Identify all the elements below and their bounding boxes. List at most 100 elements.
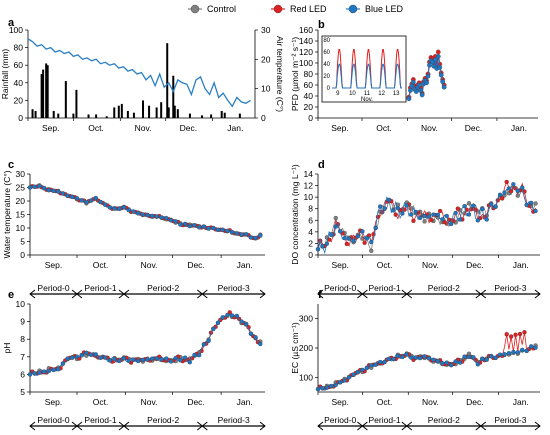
series-point	[173, 355, 178, 361]
series-point	[382, 206, 387, 211]
y-tick-label: 12	[304, 181, 314, 191]
series-point	[449, 221, 454, 227]
series-point	[393, 212, 398, 217]
pfd-point	[437, 65, 443, 70]
month-label: Nov.	[135, 123, 152, 133]
y-tick-label: 300	[299, 314, 313, 324]
series-point	[435, 212, 441, 218]
pfd-point	[441, 84, 447, 90]
period-label: Period-1	[369, 415, 401, 425]
series-point	[211, 225, 216, 231]
series-point	[429, 217, 434, 223]
series-point	[88, 198, 94, 203]
rain-bar	[75, 89, 78, 118]
series-point	[229, 229, 235, 235]
series-point	[74, 196, 80, 201]
series-point	[324, 241, 330, 246]
series-point	[65, 356, 70, 361]
series-point	[475, 218, 480, 223]
inset-x-tick-label: 11	[364, 91, 371, 97]
period-label: Period-0	[324, 283, 356, 293]
pfd-point	[440, 79, 446, 85]
series-point	[131, 357, 136, 362]
y-axis-label: Water temperature (C°)	[2, 170, 12, 258]
series-point	[197, 353, 202, 358]
y-tick-label: 6	[20, 369, 25, 379]
series-point	[121, 356, 127, 361]
period-label: Period-3	[494, 415, 526, 425]
y-tick-label: 15	[16, 210, 26, 220]
series-point	[192, 352, 197, 358]
y2-tick-label: 0	[261, 113, 266, 123]
rain-bar	[172, 75, 175, 118]
month-label: Dec.	[466, 260, 483, 270]
series-point	[484, 357, 489, 362]
y-tick-label: 40	[14, 78, 24, 88]
series-point	[201, 342, 207, 347]
series-point	[462, 203, 467, 209]
month-label: Nov.	[422, 260, 439, 270]
series-point	[355, 370, 361, 375]
air-temperature-line	[27, 38, 251, 108]
series-point	[453, 359, 458, 364]
month-label: Dec.	[465, 123, 482, 133]
series-point	[244, 321, 249, 327]
series-point	[154, 214, 160, 219]
series-point	[489, 202, 494, 207]
series-point	[533, 201, 538, 206]
series-point	[173, 219, 178, 224]
series-point	[103, 202, 108, 207]
series-point	[197, 225, 202, 230]
series-point	[93, 352, 98, 357]
series-point	[386, 197, 392, 203]
y-tick-label: 8	[20, 334, 25, 344]
series-point	[41, 185, 47, 191]
panel-e: e 5 6 7 8 9 10 Sep. Oct. Nov. Dec. Jan. pH	[2, 289, 265, 407]
series-point	[103, 355, 108, 360]
period-label: Period-2	[147, 283, 179, 293]
y-tick-label: 5	[20, 237, 25, 247]
month-label: Oct.	[377, 397, 393, 407]
period-arrow-left	[317, 289, 324, 299]
series-point	[84, 350, 89, 356]
series-point	[364, 236, 369, 241]
series-point	[84, 200, 89, 205]
series-line	[317, 183, 536, 255]
series-point	[386, 356, 392, 362]
series-point	[121, 205, 127, 210]
rain-bar	[52, 110, 55, 118]
series-point	[32, 184, 37, 189]
y-tick-label: 40	[304, 91, 314, 101]
rain-bar	[220, 110, 223, 118]
month-label: Jan.	[513, 260, 529, 270]
series-point	[360, 367, 365, 373]
period-arrow-left	[479, 289, 487, 299]
rain-bar	[57, 113, 60, 118]
month-label: Oct.	[93, 260, 109, 270]
period-arrow-right	[259, 289, 266, 299]
series-point	[351, 372, 356, 377]
legend-marker	[273, 4, 283, 14]
legend-item: Red LED	[271, 4, 327, 14]
series-point	[140, 357, 145, 363]
series-point	[375, 214, 381, 220]
period-arrow-left	[317, 421, 324, 431]
series-point	[27, 372, 33, 377]
inset-y-tick-label: 20	[323, 74, 330, 80]
legend-label: Red LED	[290, 4, 327, 14]
panel-label: b	[318, 19, 325, 31]
rain-bar	[31, 109, 34, 118]
series-point	[346, 375, 352, 380]
period-arrow-left	[29, 421, 36, 431]
panel-label: d	[318, 159, 325, 171]
rain-bar	[188, 113, 191, 118]
series-point	[145, 213, 150, 218]
inset-x-tick-label: 12	[378, 91, 385, 97]
series-point	[431, 357, 436, 362]
series-point	[98, 199, 103, 205]
y-tick-label: 140	[299, 36, 313, 46]
pfd-point	[425, 73, 431, 79]
